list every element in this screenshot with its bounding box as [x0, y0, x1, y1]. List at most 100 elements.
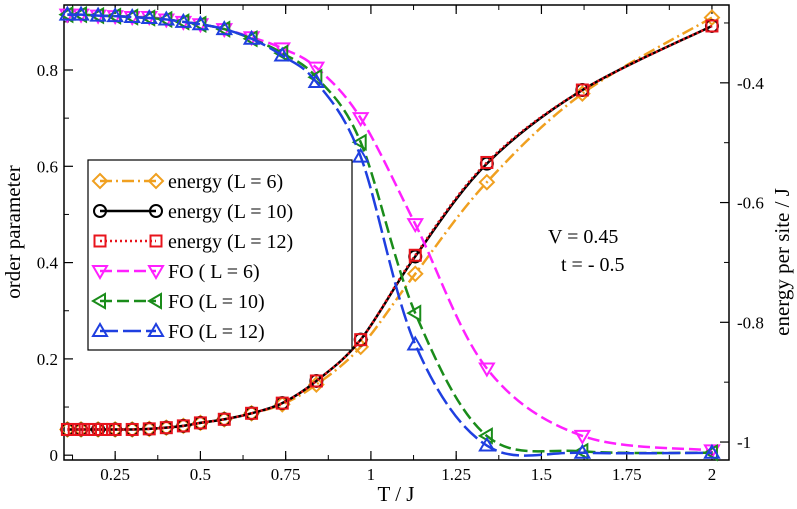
y-right-tick-label: -0.4	[737, 74, 764, 93]
legend-box	[87, 159, 353, 351]
axis-ticks: 0.25 0.5 0.75 1 1.25 1.5 1.75 2 0 0.2 0.4 0.6 0.8 -1 -…	[37, 5, 764, 484]
data-point	[125, 422, 139, 436]
data-point	[159, 421, 173, 435]
data-point	[705, 19, 719, 33]
legend-entry	[91, 322, 165, 337]
y-left-tick-label: 0.6	[37, 157, 58, 176]
y-axis-left-title: order parameter	[1, 165, 25, 299]
data-point	[351, 133, 367, 151]
y-left-tick-label: 0.2	[37, 350, 58, 369]
legend-marker	[91, 265, 109, 280]
data-point	[309, 374, 323, 388]
x-tick-label: 2	[708, 465, 717, 484]
legend-marker	[147, 322, 165, 337]
data-point	[242, 29, 261, 45]
data-point	[101, 422, 115, 436]
data-point	[140, 9, 158, 24]
data-point	[81, 422, 95, 436]
legend-entries	[91, 172, 165, 337]
data-point	[273, 42, 291, 58]
data-point	[72, 5, 90, 21]
legend-entry	[91, 292, 162, 310]
data-point	[478, 173, 496, 191]
legend-label-energy-l12: energy (L = 12)	[168, 231, 293, 253]
data-point	[406, 265, 424, 283]
data-point	[406, 335, 424, 351]
data-point	[191, 15, 210, 31]
legend-entry	[91, 172, 165, 190]
data-point	[351, 112, 370, 128]
data-point	[217, 412, 231, 426]
y-right-tick-label: -0.6	[737, 194, 764, 213]
data-point	[67, 422, 81, 436]
data-point	[157, 10, 176, 26]
legend-label-fo-l6: FO ( L = 6)	[168, 261, 260, 283]
data-point	[60, 422, 74, 436]
x-axis-title: T / J	[378, 482, 415, 506]
data-point	[245, 406, 259, 420]
data-point	[480, 155, 494, 169]
legend-marker	[147, 172, 165, 190]
data-point	[174, 12, 193, 28]
x-tick-label: 0.75	[271, 465, 301, 484]
legend-label-fo-l10: FO (L = 10)	[168, 291, 265, 313]
legend-entry	[91, 265, 165, 280]
y-left-tick-label: 0	[50, 446, 59, 465]
data-point	[307, 73, 326, 89]
x-tick-label: 1.5	[531, 465, 552, 484]
data-point	[176, 419, 190, 433]
x-tick-label: 1	[367, 465, 376, 484]
data-point	[215, 20, 234, 36]
legend-label-fo-l12: FO (L = 12)	[168, 321, 265, 343]
data-point	[307, 61, 326, 77]
series-energy-l-12	[60, 19, 719, 436]
data-point	[478, 436, 496, 452]
data-point	[573, 443, 592, 459]
series-line	[67, 13, 712, 455]
series-layer	[58, 5, 721, 462]
legend-label-energy-l6: energy (L = 6)	[168, 171, 283, 193]
x-tick-label: 1.25	[441, 465, 471, 484]
data-point	[406, 218, 424, 234]
y-left-tick-label: 0.8	[37, 61, 58, 80]
annotation-t: t = - 0.5	[561, 254, 625, 276]
data-point	[703, 9, 721, 26]
data-point	[89, 6, 107, 22]
data-point	[575, 83, 589, 97]
y-axis-right-title: energy per site / J	[770, 188, 794, 336]
legend-marker	[91, 322, 109, 337]
data-point	[74, 422, 88, 436]
data-point	[406, 304, 422, 322]
data-point	[58, 5, 77, 21]
legend-marker	[93, 234, 107, 248]
annotation-v: V = 0.45	[548, 226, 618, 248]
series-fo-l-12	[58, 5, 721, 459]
legend-marker	[93, 204, 107, 218]
legend-marker	[91, 292, 106, 310]
data-point	[95, 422, 109, 436]
series-line	[67, 13, 712, 457]
y-right-tick-label: -1	[737, 433, 751, 452]
legend-marker	[91, 172, 109, 190]
data-point	[142, 422, 156, 436]
x-tick-label: 1.75	[612, 465, 642, 484]
data-point	[275, 396, 289, 410]
y-right-tick-label: -0.8	[737, 313, 764, 332]
y-left-tick-label: 0.4	[37, 254, 59, 273]
data-point	[273, 46, 291, 62]
data-point	[573, 429, 592, 445]
data-point	[351, 147, 370, 163]
data-point	[88, 422, 102, 436]
legend-marker	[147, 265, 165, 280]
legend-marker	[149, 234, 163, 248]
legend-label-energy-l10: energy (L = 10)	[168, 201, 293, 223]
data-point	[703, 443, 721, 459]
data-point	[106, 7, 124, 23]
legend-entry	[93, 234, 163, 248]
data-point	[108, 422, 122, 436]
legend-marker	[147, 292, 162, 310]
legend: energy (L = 6) energy (L = 10) energy (L…	[87, 159, 353, 351]
data-point	[478, 362, 496, 378]
legend-entry	[93, 204, 163, 218]
